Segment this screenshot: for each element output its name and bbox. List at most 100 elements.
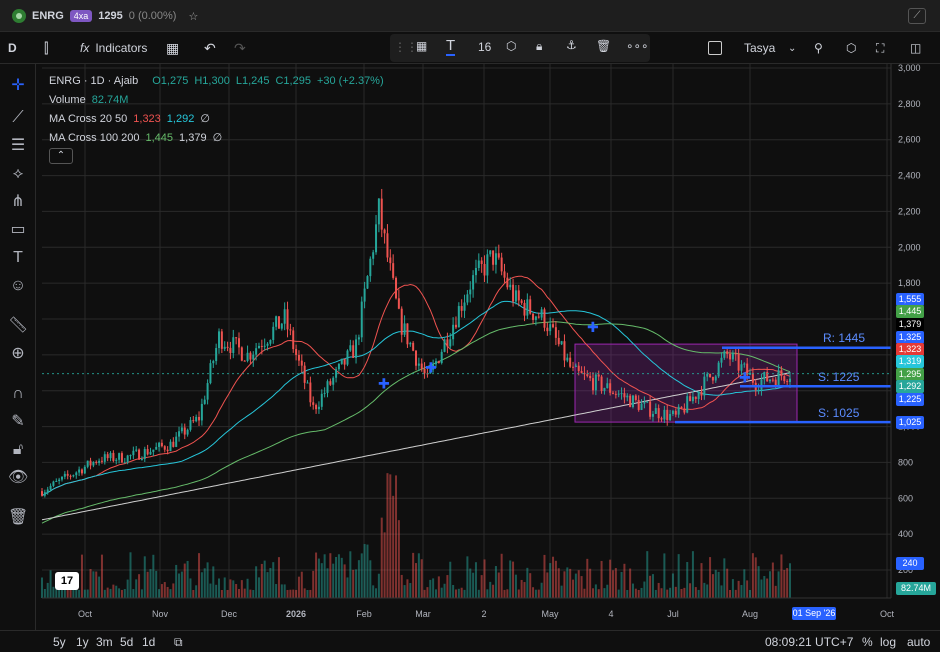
volume-bars — [41, 473, 791, 598]
volume-bar — [392, 495, 395, 598]
volume-bar — [726, 568, 729, 598]
candle-body — [252, 354, 255, 360]
zoom-in-icon[interactable]: ⊕ — [11, 345, 25, 362]
candle-body — [757, 389, 760, 391]
range-1d[interactable]: 1d — [142, 635, 156, 649]
drag-handle-icon[interactable]: ⋮⋮ — [394, 40, 418, 54]
candle-body — [534, 316, 537, 320]
log-toggle[interactable]: log — [880, 635, 897, 649]
volume-bar — [657, 582, 660, 598]
range-5d[interactable]: 5d — [120, 635, 134, 649]
volume-bar — [654, 589, 657, 598]
templates-icon[interactable]: ▦ — [166, 39, 180, 56]
range-5y[interactable]: 5y — [53, 635, 66, 649]
candle-body — [249, 352, 252, 360]
crosshair-icon[interactable]: ✛ — [11, 77, 25, 94]
price-chart[interactable]: R: 1445 S: 1225 S: 1025 ✚ ✚ ✚ ✚ 3,000 2,800 2,60… — [37, 64, 940, 630]
date-range-icon[interactable]: ⧉ — [174, 635, 183, 649]
volume-bar — [780, 554, 783, 598]
candle-body — [403, 323, 406, 335]
candle-body — [683, 408, 686, 413]
anchor-icon[interactable]: ⚓︎ — [566, 38, 577, 52]
candle-body — [46, 489, 49, 493]
text-icon[interactable]: T — [13, 249, 23, 266]
text-tool-icon[interactable]: T — [446, 37, 456, 56]
lock-icon[interactable]: 🔒︎ — [536, 39, 543, 53]
trendline-icon[interactable]: ⟋ — [12, 109, 24, 126]
interval-button[interactable]: D — [8, 41, 17, 55]
settings-icon[interactable]: ⬡ — [506, 39, 517, 53]
lock-drawings-icon[interactable]: 🔓︎ — [12, 441, 24, 458]
candle-body — [392, 263, 395, 278]
font-size-value[interactable]: 16 — [478, 40, 492, 54]
trash-icon[interactable]: 🗑︎ — [596, 39, 612, 53]
candle-type-icon[interactable]: ⫿ — [44, 39, 49, 56]
volume-bar — [534, 589, 537, 598]
alert-search-icon[interactable]: ⚲ — [814, 41, 823, 55]
volume-bar — [275, 584, 278, 598]
expand-icon[interactable]: ⛶ — [876, 40, 885, 55]
clock[interactable]: 08:09:21 UTC+7 — [765, 635, 854, 649]
shape-icon[interactable]: ▭ — [10, 221, 26, 238]
range-1y[interactable]: 1y — [76, 635, 89, 649]
percent-toggle[interactable]: % — [862, 635, 873, 649]
camera-icon[interactable]: ◫ — [910, 41, 922, 55]
volume-bar — [480, 575, 483, 598]
candle-body — [714, 376, 717, 381]
candle-body — [469, 289, 472, 295]
delete-icon[interactable]: 🗑︎ — [8, 509, 29, 526]
volume-bar — [332, 563, 335, 598]
star-icon[interactable]: ☆ — [188, 10, 199, 23]
volume-bar — [417, 553, 420, 598]
volume-bar — [774, 585, 777, 598]
legend-open: O1,275 — [152, 75, 189, 87]
volume-bar — [514, 574, 517, 598]
candle-body — [143, 449, 146, 459]
candle-body — [343, 358, 346, 365]
candle-body — [80, 469, 83, 474]
volume-bar — [286, 589, 289, 598]
layout-name[interactable]: Tasya — [744, 41, 776, 55]
stay-drawing-icon[interactable]: ✎ — [11, 413, 25, 430]
object-tree-icon[interactable]: ▦ — [416, 39, 428, 53]
price-tick-label: 2,200 — [898, 206, 921, 216]
more-icon[interactable]: ∘∘∘ — [626, 39, 649, 53]
ma20-line — [41, 275, 791, 497]
candle-body — [466, 294, 469, 303]
prediction-icon[interactable]: ⋔ — [11, 193, 25, 210]
fib-icon[interactable]: ☰ — [10, 137, 26, 154]
volume-bar — [640, 587, 643, 598]
ruler-icon[interactable]: 📏︎ — [8, 317, 29, 334]
pencil-icon[interactable]: ⟋ — [908, 8, 926, 24]
volume-bar — [717, 571, 720, 598]
candle-body — [726, 351, 729, 354]
volume-bar — [60, 583, 63, 598]
candle-body — [717, 362, 720, 377]
tab-price: 1295 — [98, 10, 123, 22]
candle-body — [760, 379, 763, 390]
range-3m[interactable]: 3m — [96, 635, 113, 649]
volume-bar — [506, 589, 509, 598]
tradingview-logo[interactable]: 17 — [55, 572, 79, 590]
pattern-icon[interactable]: ⟡ — [12, 165, 24, 182]
gear-icon[interactable]: ⬡ — [846, 41, 857, 55]
auto-toggle[interactable]: auto — [907, 635, 931, 649]
volume-bar — [152, 554, 155, 598]
volume-bar — [232, 580, 235, 598]
indicators-button[interactable]: fx Indicators — [80, 38, 147, 58]
magnet-icon[interactable]: ∩ — [12, 385, 24, 402]
eye-icon[interactable]: 👁︎ — [8, 469, 29, 486]
chevron-down-icon[interactable]: ⌄ — [788, 42, 797, 54]
legend-close: C1,295 — [275, 75, 311, 87]
emoji-icon[interactable]: ☺ — [9, 277, 27, 294]
redo-icon[interactable]: ↷ — [234, 39, 246, 56]
candle-body — [112, 452, 115, 461]
fullscreen-box-icon[interactable] — [708, 41, 722, 55]
candle-body — [603, 388, 606, 391]
candle-body — [500, 257, 503, 272]
symbol-tab[interactable]: ENRG 4xa 1295 0 (0.00%) ☆ — [4, 4, 206, 28]
undo-icon[interactable]: ↶ — [204, 39, 216, 56]
volume-bar — [737, 580, 740, 598]
candle-body — [312, 402, 315, 405]
collapse-legend-button[interactable]: ⌃ — [49, 148, 73, 164]
